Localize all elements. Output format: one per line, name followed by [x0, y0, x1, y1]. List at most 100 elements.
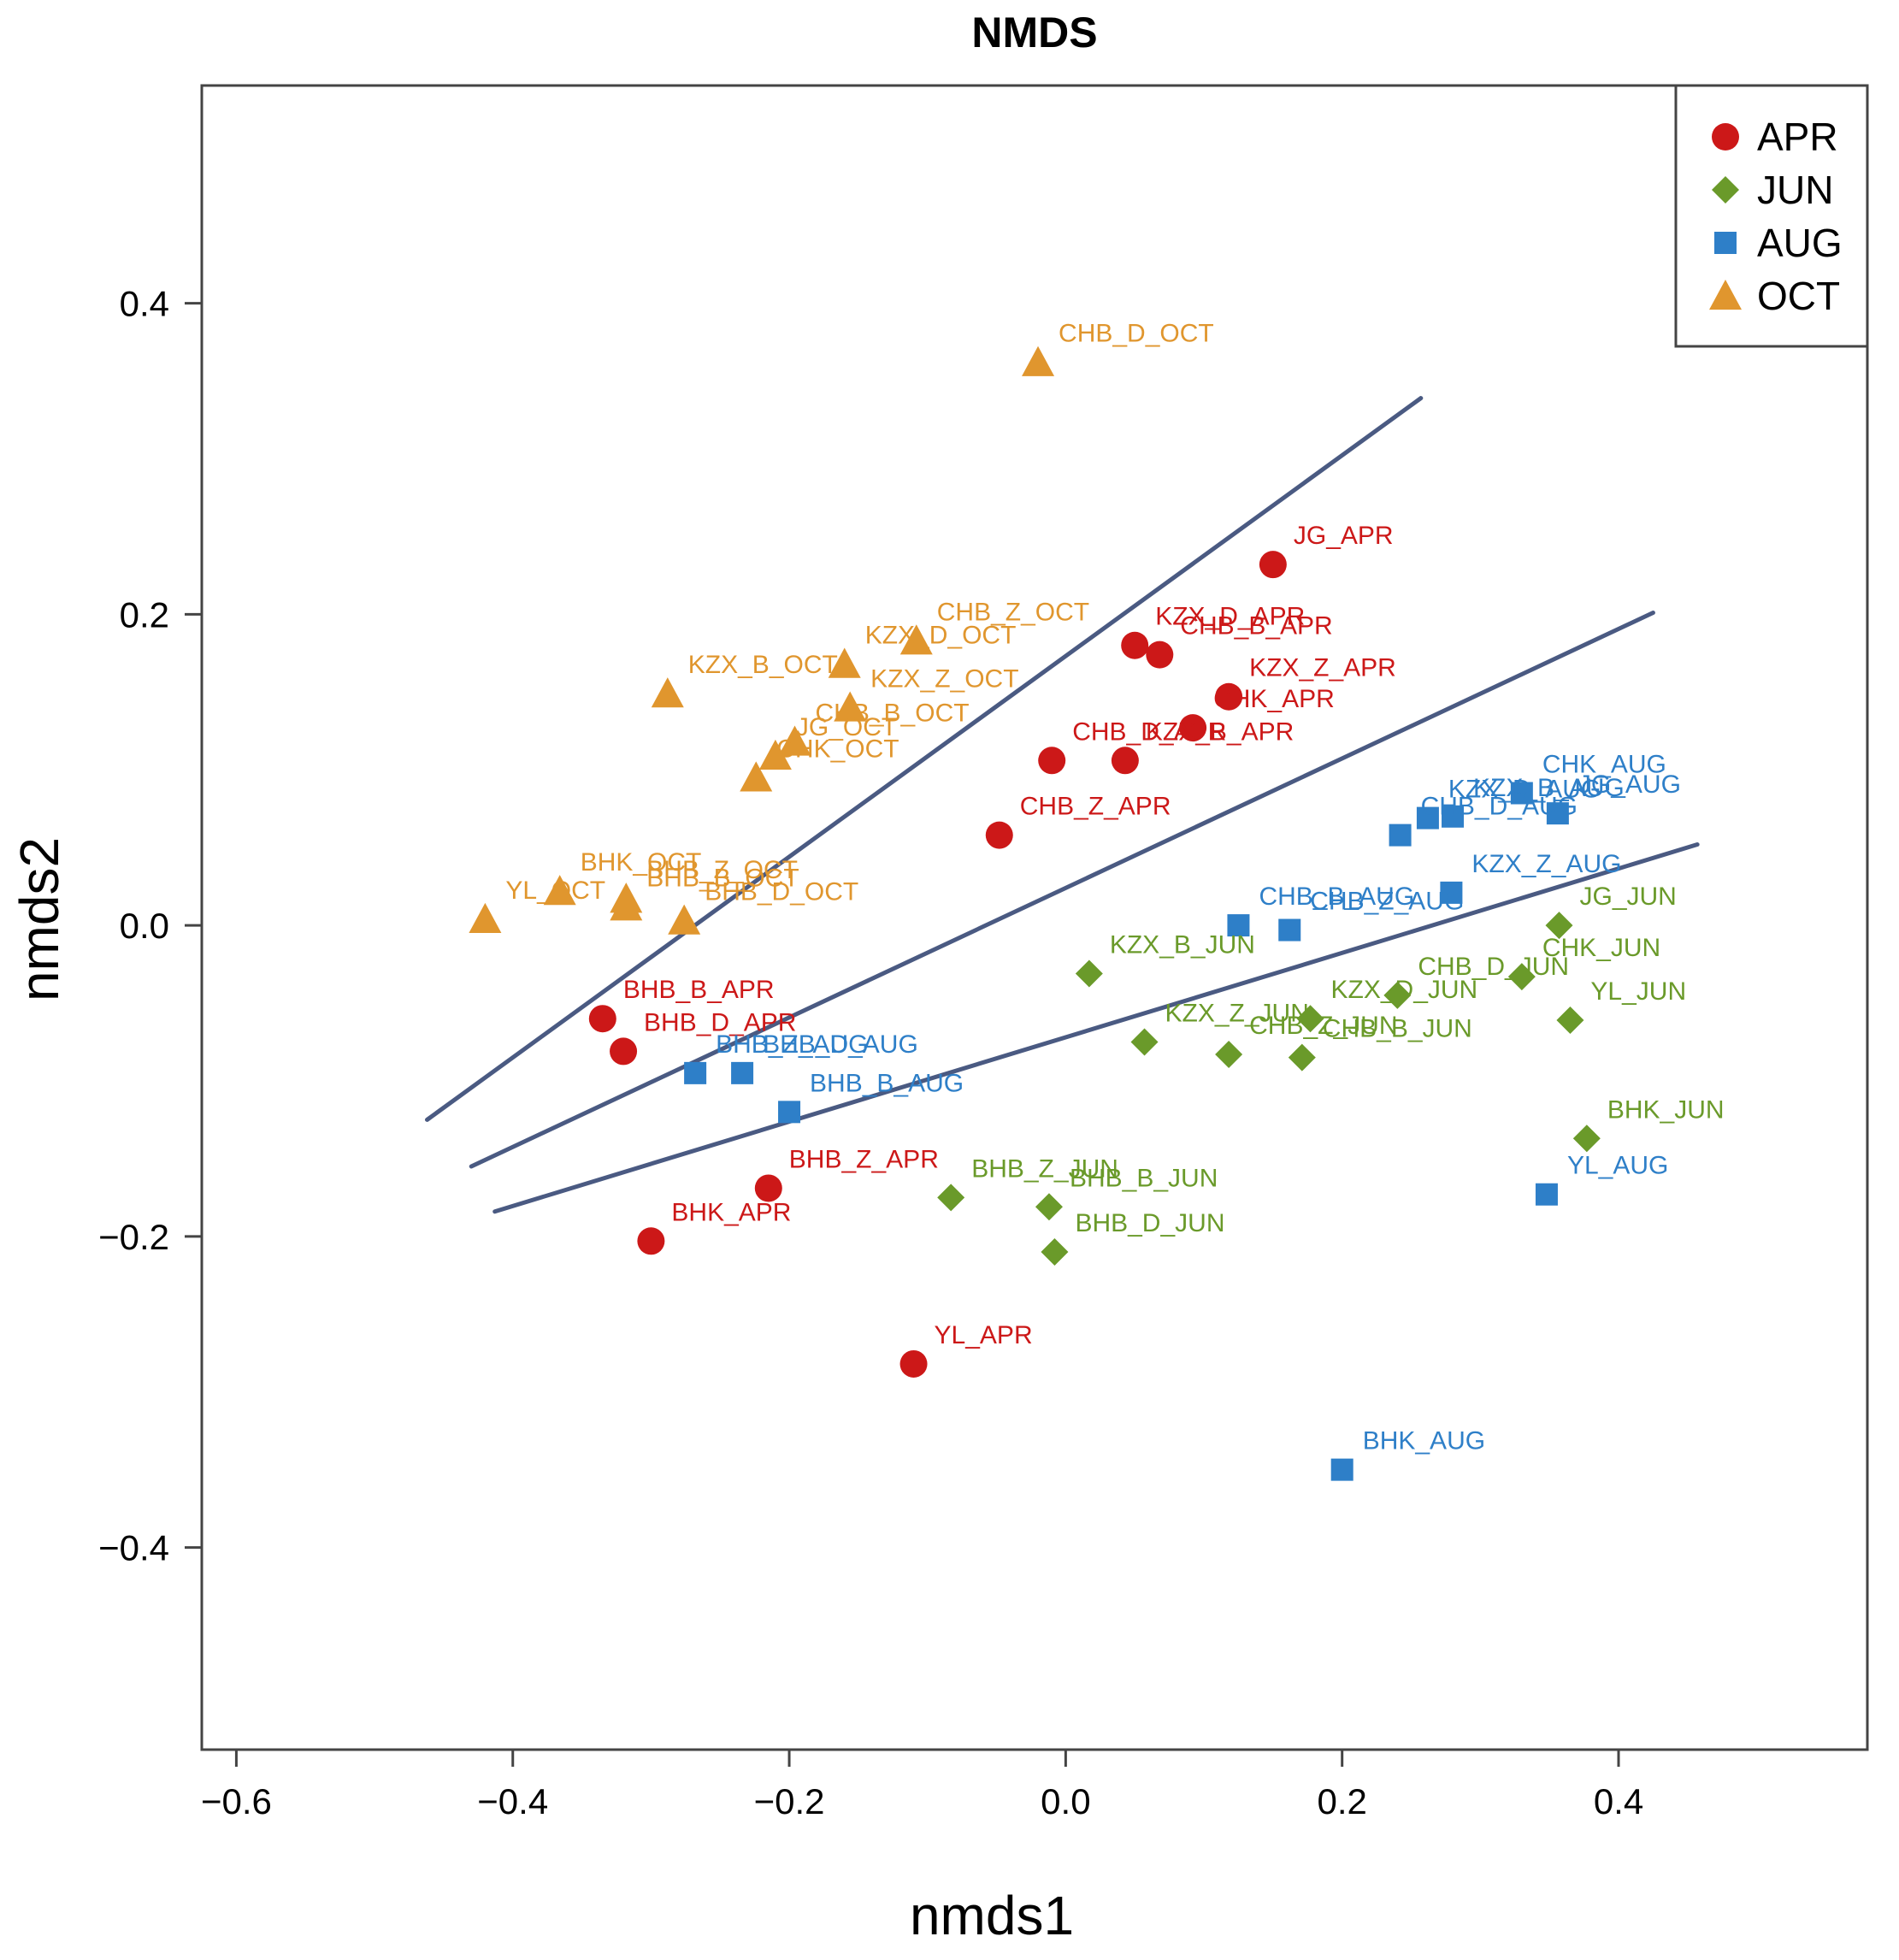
- point-kzx_d_oct: [828, 647, 861, 678]
- point-yl_apr: [899, 1349, 928, 1378]
- point-kzx_d_jun: [1296, 1005, 1324, 1033]
- point-label-chb_z_oct: CHB_Z_OCT: [937, 598, 1089, 626]
- point-label-kzx_z_jun: KZX_Z_JUN: [1165, 999, 1309, 1027]
- point-label-chb_b_jun: CHB_B_JUN: [1323, 1015, 1472, 1043]
- point-label-bhb_z_apr: BHB_Z_APR: [789, 1145, 939, 1173]
- point-label-kzx_z_oct: KZX_Z_OCT: [870, 664, 1018, 693]
- point-bhb_d_aug: [731, 1061, 754, 1084]
- point-chb_z_apr: [985, 821, 1013, 849]
- point-chb_z_oct: [899, 624, 933, 655]
- point-bhb_z_apr: [754, 1174, 782, 1202]
- x-axis: −0.6 −0.4 −0.2 0.0 0.2 0.4: [201, 1748, 1643, 1821]
- point-bhk_apr: [637, 1227, 665, 1255]
- point-label-chb_z_aug: CHB_Z_AUG: [1310, 888, 1464, 916]
- point-label-chb_d_apr: CHB_D_APR: [1072, 717, 1226, 746]
- point-chk_aug: [1510, 782, 1533, 805]
- point-label-bhk_jun: BHK_JUN: [1607, 1095, 1725, 1124]
- x-tick-label: 0.2: [1317, 1781, 1366, 1821]
- point-label-chk_aug: CHK_AUG: [1542, 751, 1666, 779]
- point-jg_oct: [758, 739, 792, 770]
- point-label-bhk_apr: BHK_APR: [671, 1198, 791, 1226]
- point-kzx_b_apr: [1111, 747, 1139, 775]
- point-label-bhb_b_jun: BHB_B_JUN: [1070, 1164, 1218, 1192]
- point-label-chb_b_aug: CHB_B_AUG: [1259, 883, 1414, 911]
- point-label-bhb_b_apr: BHB_B_APR: [623, 976, 775, 1004]
- point-label-bhb_z_oct: BHB_Z_OCT: [646, 856, 798, 884]
- point-bhb_z_jun: [937, 1184, 965, 1212]
- point-chk_oct: [740, 761, 773, 792]
- point-yl_jun: [1556, 1007, 1584, 1035]
- point-label-chb_d_aug: CHB_D_AUG: [1421, 793, 1578, 821]
- point-label-bhb_d_aug: BHB_D_AUG: [763, 1030, 918, 1059]
- legend-label-oct: OCT: [1757, 274, 1840, 318]
- y-axis: −0.4 −0.2 0.0 0.2 0.4: [98, 284, 203, 1568]
- point-jg_apr: [1259, 551, 1287, 579]
- point-chb_d_jun: [1383, 981, 1412, 1009]
- point-bhb_d_jun: [1041, 1238, 1069, 1266]
- legend-marker-apr: [1712, 123, 1739, 151]
- point-label-kzx_d_jun: KZX_D_JUN: [1331, 976, 1478, 1004]
- point-label-bhb_z_jun: BHB_Z_JUN: [971, 1154, 1118, 1183]
- point-yl_aug: [1535, 1183, 1558, 1206]
- point-kzx_z_apr: [1215, 682, 1243, 711]
- point-label-bhb_b_oct: BHB_B_OCT: [646, 864, 799, 892]
- legend-marker-jun: [1712, 176, 1739, 204]
- legend-box: [1674, 84, 1869, 348]
- point-bhb_d_oct: [668, 904, 701, 935]
- point-kzx_b_aug: [1442, 805, 1465, 828]
- x-tick-label: −0.2: [754, 1781, 825, 1821]
- point-chb_b_oct: [778, 725, 811, 756]
- point-chb_d_oct: [1022, 345, 1055, 376]
- point-chk_apr: [1179, 714, 1207, 742]
- point-label-chb_b_oct: CHB_B_OCT: [816, 699, 970, 727]
- legend-label-aug: AUG: [1757, 221, 1843, 265]
- point-label-jg_oct: JG_OCT: [796, 713, 897, 741]
- point-kzx_d_apr: [1121, 631, 1149, 659]
- x-axis-title: nmds1: [910, 1885, 1074, 1946]
- point-label-kzx_b_apr: KZX_B_APR: [1146, 717, 1294, 746]
- y-tick-label: −0.4: [98, 1528, 169, 1568]
- point-label-chb_b_apr: CHB_B_APR: [1180, 612, 1332, 641]
- point-chb_z_aug: [1278, 918, 1301, 942]
- point-bhb_z_aug: [684, 1061, 707, 1084]
- point-label-chb_z_jun: CHB_Z_JUN: [1249, 1012, 1397, 1040]
- point-jg_aug: [1546, 802, 1569, 825]
- point-label-jg_aug: JG_AUG: [1578, 770, 1681, 799]
- point-bhk_oct: [543, 875, 576, 906]
- point-chb_d_aug: [1389, 824, 1412, 847]
- point-kzx_z_oct: [834, 691, 867, 722]
- trend-line-3: [492, 842, 1700, 1214]
- point-label-yl_oct: YL_OCT: [505, 877, 605, 905]
- point-label-kzx_z_aug: KZX_Z_AUG: [1471, 850, 1621, 878]
- point-kzx_z_jun: [1130, 1028, 1159, 1056]
- legend-label-jun: JUN: [1757, 168, 1833, 212]
- point-label-bhk_oct: BHK_OCT: [581, 848, 702, 877]
- data-points: [469, 345, 1601, 1481]
- point-label-kzx_b_aug: KZX_B_AUG: [1473, 774, 1625, 802]
- point-label-chk_apr: CHK_APR: [1213, 685, 1335, 713]
- point-label-bhb_z_aug: BHB_Z_AUG: [716, 1030, 868, 1059]
- point-bhb_b_oct: [610, 890, 643, 921]
- point-label-yl_jun: YL_JUN: [1590, 977, 1686, 1006]
- point-label-kzx_d_aug: KZX_D_AUG: [1448, 776, 1601, 804]
- point-chb_b_apr: [1146, 641, 1174, 669]
- point-bhb_b_apr: [588, 1005, 616, 1033]
- x-tick-label: −0.4: [477, 1781, 548, 1821]
- y-tick-label: 0.2: [120, 594, 169, 635]
- point-label-kzx_b_jun: KZX_B_JUN: [1110, 930, 1255, 959]
- x-tick-label: −0.6: [201, 1781, 272, 1821]
- point-label-chb_z_apr: CHB_Z_APR: [1020, 793, 1171, 821]
- point-label-bhb_d_jun: BHB_D_JUN: [1075, 1209, 1224, 1237]
- x-tick-label: 0.0: [1041, 1781, 1090, 1821]
- legend: APR JUN AUG OCT: [1674, 84, 1869, 348]
- point-chb_b_aug: [1227, 914, 1250, 937]
- trend-line-1: [425, 396, 1424, 1122]
- point-kzx_b_jun: [1075, 959, 1103, 988]
- legend-marker-aug: [1714, 232, 1737, 254]
- y-tick-label: −0.2: [98, 1217, 169, 1257]
- point-label-chb_d_oct: CHB_D_OCT: [1059, 320, 1214, 348]
- point-kzx_z_aug: [1440, 881, 1463, 904]
- point-label-kzx_b_oct: KZX_B_OCT: [688, 651, 838, 679]
- point-label-jg_jun: JG_JUN: [1579, 883, 1676, 911]
- point-bhb_b_jun: [1035, 1193, 1063, 1221]
